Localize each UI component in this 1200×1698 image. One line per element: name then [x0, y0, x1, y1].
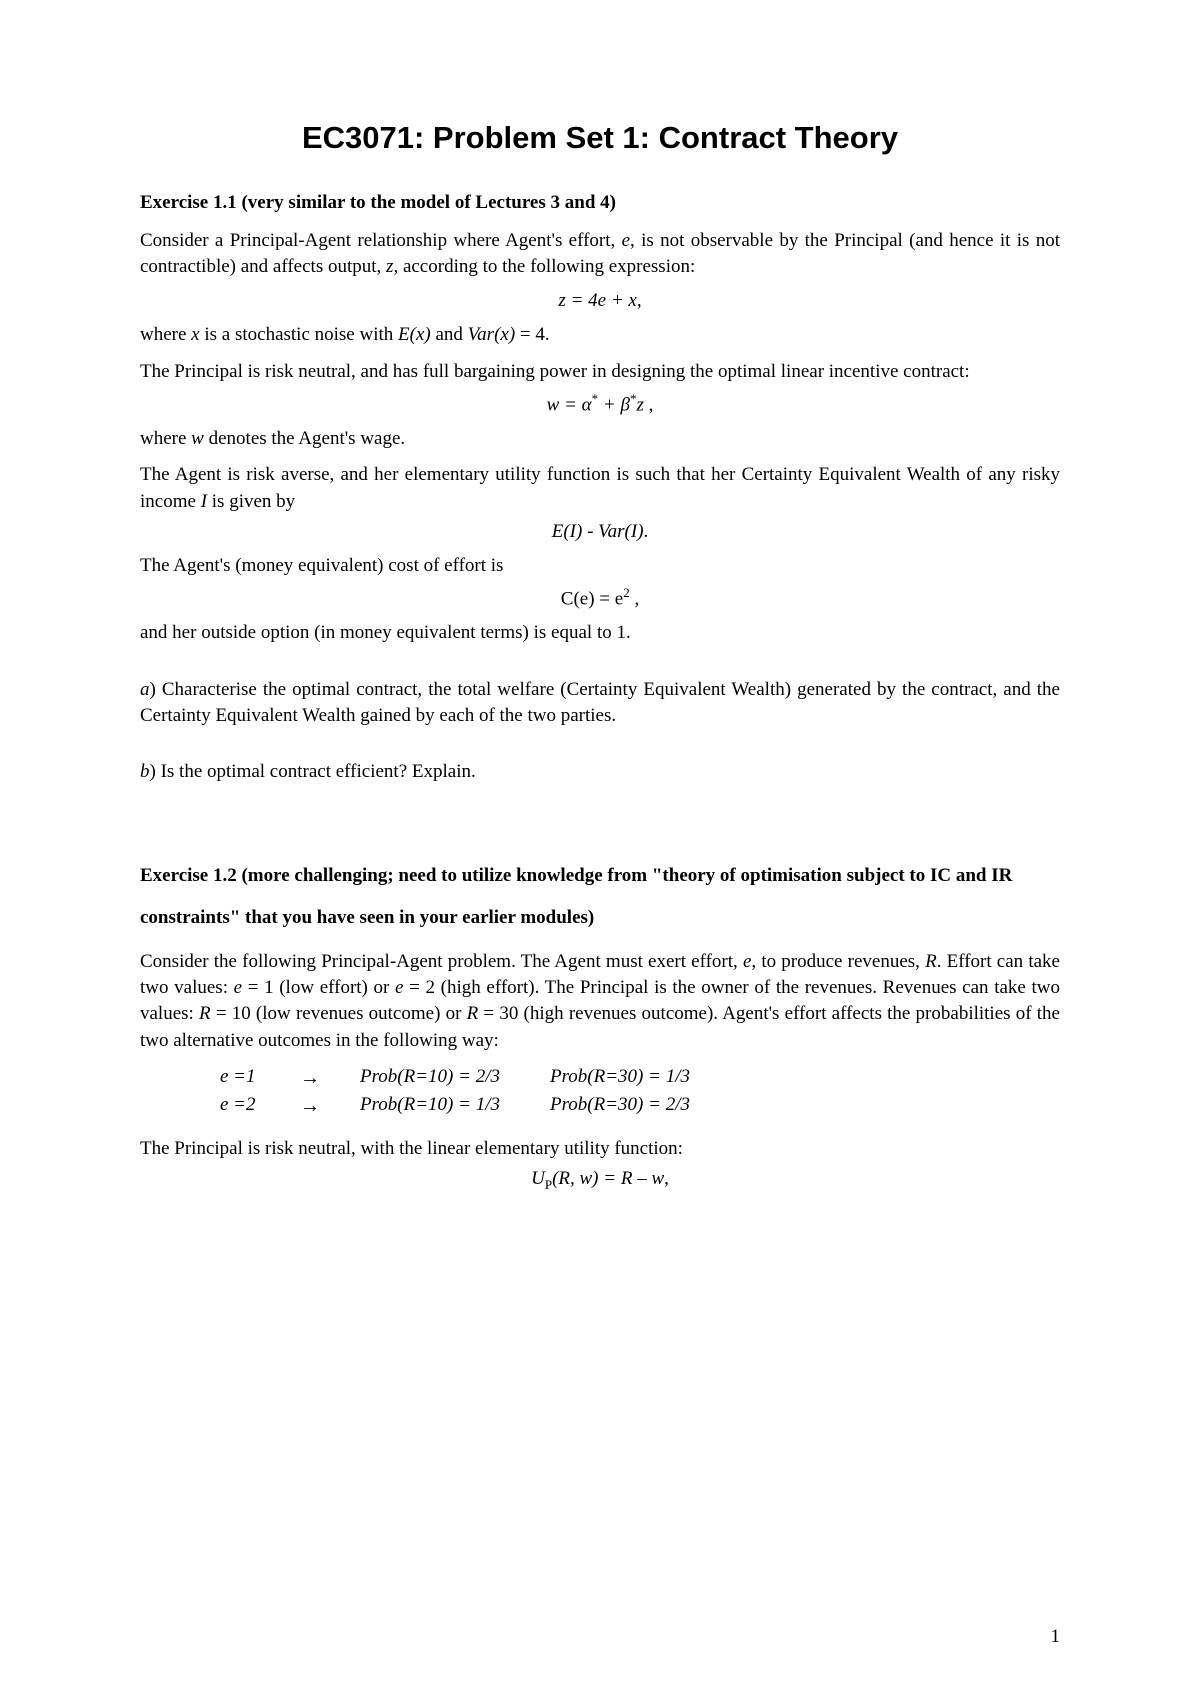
text: denotes the Agent's wage. [204, 428, 405, 449]
eq-rest: (R, w) = R – w [552, 1168, 664, 1189]
var-R: R [467, 1003, 479, 1024]
var-w: w [191, 428, 204, 449]
comma: , [630, 588, 640, 609]
var-x: x [191, 324, 199, 345]
ex1-intro: Consider a Principal-Agent relationship … [140, 228, 1060, 280]
var-R: R [199, 1003, 211, 1024]
ex1-principal: The Principal is risk neutral, and has f… [140, 359, 1060, 385]
effort-value: e =1 [220, 1064, 300, 1091]
ex1-wage-desc: where w denotes the Agent's wage. [140, 426, 1060, 452]
dot: . [644, 521, 649, 542]
eq: C(e) = e [561, 588, 623, 609]
label-b: b [140, 761, 150, 782]
ex1-outside: and her outside option (in money equival… [140, 620, 1060, 646]
text: Consider the following Principal-Agent p… [140, 951, 743, 972]
sub-P: P [545, 1177, 552, 1192]
probability-table: e =1 → Prob(R=10) = 2/3 Prob(R=30) = 1/3… [220, 1064, 1060, 1120]
prob-low: Prob(R=10) = 1/3 [360, 1092, 550, 1119]
text: ) Is the optimal contract efficient? Exp… [150, 761, 476, 782]
comma: , [664, 1168, 669, 1189]
text: = 10 (low revenues outcome) or [211, 1003, 467, 1024]
equation-cew: E(I) - Var(I). [140, 521, 1060, 543]
text: is a stochastic noise with [200, 324, 398, 345]
question-a: a) Characterise the optimal contract, th… [140, 677, 1060, 729]
text: ) Characterise the optimal contract, the… [140, 679, 1060, 726]
text: where [140, 428, 191, 449]
equation-cost: C(e) = e2 , [140, 585, 1060, 610]
ex2-principal: The Principal is risk neutral, with the … [140, 1136, 1060, 1162]
var-e: e [234, 977, 242, 998]
label-a: a [140, 679, 150, 700]
text: , to produce revenues, [751, 951, 925, 972]
equation-wage: w = α* + β*z , [140, 391, 1060, 416]
ex1-noise: where x is a stochastic noise with E(x) … [140, 322, 1060, 348]
page-title: EC3071: Problem Set 1: Contract Theory [140, 120, 1060, 156]
eq-z: z [636, 394, 648, 415]
equation-z: z = 4e + x, [140, 290, 1060, 312]
eq-ei: E(I) [552, 521, 583, 542]
arrow-icon: → [300, 1092, 360, 1120]
equation-utility: UP(R, w) = R – w, [140, 1168, 1060, 1193]
eq-var: Var(I) [598, 521, 643, 542]
expectation: E(x) [398, 324, 431, 345]
prob-low: Prob(R=10) = 2/3 [360, 1064, 550, 1091]
question-b: b) Is the optimal contract efficient? Ex… [140, 759, 1060, 785]
plus: + [598, 394, 620, 415]
text: is given by [207, 491, 295, 512]
text: , according to the following expression: [393, 256, 695, 277]
eq: = 4e + x [566, 290, 637, 311]
text: where [140, 324, 191, 345]
var-R: R [925, 951, 937, 972]
text: and [431, 324, 468, 345]
comma: , [637, 290, 642, 311]
prob-high: Prob(R=30) = 1/3 [550, 1064, 740, 1091]
text: Consider a Principal-Agent relationship … [140, 230, 622, 251]
effort-value: e =2 [220, 1092, 300, 1119]
prob-high: Prob(R=30) = 2/3 [550, 1092, 740, 1119]
var-e: e [622, 230, 630, 251]
variance: Var(x) [468, 324, 515, 345]
table-row: e =2 → Prob(R=10) = 1/3 Prob(R=30) = 2/3 [220, 1092, 1060, 1120]
table-row: e =1 → Prob(R=10) = 2/3 Prob(R=30) = 1/3 [220, 1064, 1060, 1092]
eq: w = [547, 394, 582, 415]
exercise-1-2-heading: Exercise 1.2 (more challenging; need to … [140, 855, 1060, 939]
ex2-intro: Consider the following Principal-Agent p… [140, 949, 1060, 1054]
beta: β [620, 394, 629, 415]
ex1-agent-risk: The Agent is risk averse, and her elemen… [140, 462, 1060, 514]
ex1-cost: The Agent's (money equivalent) cost of e… [140, 553, 1060, 579]
text: = 1 (low effort) or [242, 977, 395, 998]
eq: z [558, 290, 565, 311]
minus: - [582, 521, 598, 542]
eq-U: U [531, 1168, 545, 1189]
arrow-icon: → [300, 1064, 360, 1092]
comma: , [649, 394, 654, 415]
exercise-1-1-heading: Exercise 1.1 (very similar to the model … [140, 192, 1060, 214]
alpha: α [582, 394, 592, 415]
page-number: 1 [1051, 1626, 1061, 1648]
text: = 4. [515, 324, 549, 345]
